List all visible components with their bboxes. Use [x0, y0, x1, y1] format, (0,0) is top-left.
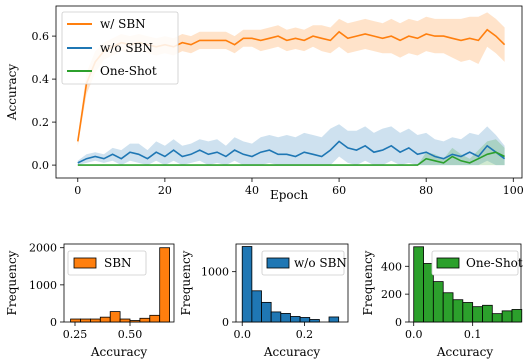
histogram-sbn-bars	[70, 247, 170, 323]
legend-label-w-sbn: w/ SBN	[100, 17, 146, 31]
legend-swatch-wo-sbn-hist	[266, 257, 290, 269]
y-tick-label: 0	[222, 316, 229, 329]
histogram-sbn-legend: SBN	[67, 250, 147, 276]
histogram-bar	[99, 316, 111, 323]
histogram-wo-sbn-x-label: Accuracy	[263, 345, 320, 359]
histogram-sbn-ticks: 0.25 0.50 0 1000 2000	[29, 242, 142, 341]
main-confidence-bands	[77, 12, 505, 166]
histogram-bar	[241, 246, 253, 323]
y-tick-label: 2000	[29, 242, 57, 255]
histogram-bar	[129, 320, 141, 323]
legend-label-one-shot-hist: One-Shot	[466, 256, 523, 270]
histogram-bar	[70, 318, 81, 323]
x-tick-label: 0.2	[296, 328, 314, 341]
histogram-bar	[159, 247, 170, 323]
histogram-wo-sbn: 0.0 0.2 0 1000 Accuracy Frequency w/o SBN	[179, 243, 349, 359]
y-tick-label: 1000	[201, 266, 229, 279]
histogram-sbn-y-label: Frequency	[5, 250, 19, 315]
histogram-sbn-x-label: Accuracy	[90, 345, 147, 359]
histogram-bar	[309, 319, 320, 323]
histogram-bar	[261, 301, 272, 323]
histogram-bar	[109, 311, 121, 323]
main-x-axis-label: Epoch	[270, 188, 308, 202]
legend-label-sbn: SBN	[104, 256, 132, 270]
legend-swatch-sbn	[73, 257, 97, 269]
histogram-bar	[432, 281, 444, 323]
histogram-one-shot: 0.0 0.1 0 200 400 Accuracy Frequency One-Sho…	[361, 243, 523, 359]
x-tick-label: 0.0	[405, 328, 423, 341]
histogram-bar	[290, 316, 301, 323]
histogram-bar	[119, 318, 131, 323]
x-tick-label: 20	[158, 184, 172, 197]
histogram-bar	[139, 317, 151, 323]
histogram-bar	[413, 246, 424, 323]
histogram-sbn: 0.25 0.50 0 1000 2000 Accuracy Frequency SBN	[5, 242, 175, 359]
band-w-sbn	[77, 12, 505, 146]
histogram-bar	[482, 304, 493, 323]
histogram-bar	[299, 317, 311, 323]
histogram-sbn-legend-box	[67, 250, 147, 276]
histogram-bar	[270, 311, 282, 323]
x-tick-label: 0.0	[233, 328, 251, 341]
histogram-bar	[462, 302, 474, 323]
histogram-one-shot-ticks: 0.0 0.1 0 200 400	[381, 260, 481, 341]
histogram-bar	[280, 313, 291, 323]
histogram-bar	[511, 309, 523, 323]
legend-label-wo-sbn-hist: w/o SBN	[294, 256, 347, 270]
x-tick-label: 80	[419, 184, 433, 197]
y-tick-label: 0.2	[32, 116, 50, 129]
histogram-one-shot-x-label: Accuracy	[436, 345, 493, 359]
histogram-bar	[80, 318, 91, 323]
histogram-bar	[90, 318, 101, 323]
histogram-wo-sbn-y-label: Frequency	[179, 250, 193, 315]
x-tick-label: 0.1	[464, 328, 482, 341]
histogram-one-shot-bars	[413, 246, 523, 323]
histogram-bar	[149, 314, 161, 323]
band-w-o-sbn	[77, 124, 505, 166]
histogram-bar	[491, 313, 503, 323]
x-tick-label: 40	[245, 184, 259, 197]
legend-swatch-one-shot-hist	[436, 257, 460, 269]
y-tick-label: 0.4	[32, 73, 50, 86]
histogram-one-shot-legend-box	[431, 250, 519, 276]
main-plot-frame	[55, 5, 523, 179]
histogram-wo-sbn-legend-box	[261, 250, 345, 276]
histogram-one-shot-legend: One-Shot	[431, 250, 523, 276]
x-tick-label: 0.25	[63, 328, 88, 341]
y-tick-label: 0	[395, 316, 402, 329]
histogram-bar	[452, 299, 464, 323]
y-tick-label: 0.0	[32, 159, 50, 172]
histogram-bar	[251, 290, 262, 323]
histogram-one-shot-y-label: Frequency	[361, 250, 375, 315]
y-tick-label: 1000	[29, 279, 57, 292]
histogram-wo-sbn-legend: w/o SBN	[261, 250, 347, 276]
y-tick-label: 200	[381, 288, 402, 301]
histogram-bar	[472, 306, 483, 323]
main-line-chart: 0 20 40 60 80 1000.00.20.40.6 Epoch Accuracy …	[5, 5, 524, 202]
legend-label-one-shot: One-Shot	[100, 64, 157, 78]
main-legend-box	[61, 11, 179, 85]
histogram-bar	[442, 292, 454, 323]
legend-label-wo-sbn: w/o SBN	[100, 41, 153, 55]
y-tick-label: 400	[381, 260, 402, 273]
histogram-wo-sbn-ticks: 0.0 0.2 0 1000	[201, 266, 313, 341]
x-tick-label: 100	[503, 184, 524, 197]
x-tick-label: 0	[74, 184, 81, 197]
main-axis-ticks: 0 20 40 60 80 100 0.0 0.2 0.4 0.6	[32, 30, 524, 197]
x-tick-label: 0.50	[118, 328, 143, 341]
histogram-bar	[328, 316, 340, 323]
histogram-bar	[501, 310, 513, 323]
main-y-axis-label: Accuracy	[5, 64, 19, 121]
x-tick-label: 60	[332, 184, 346, 197]
y-tick-label: 0	[50, 316, 57, 329]
histogram-wo-sbn-bars	[241, 246, 340, 323]
band-one-shot	[77, 139, 505, 166]
main-legend: w/ SBN w/o SBN One-Shot	[61, 11, 179, 85]
y-tick-label: 0.6	[32, 30, 50, 43]
line-one-shot	[77, 151, 505, 166]
line-w-o-sbn	[77, 140, 506, 164]
